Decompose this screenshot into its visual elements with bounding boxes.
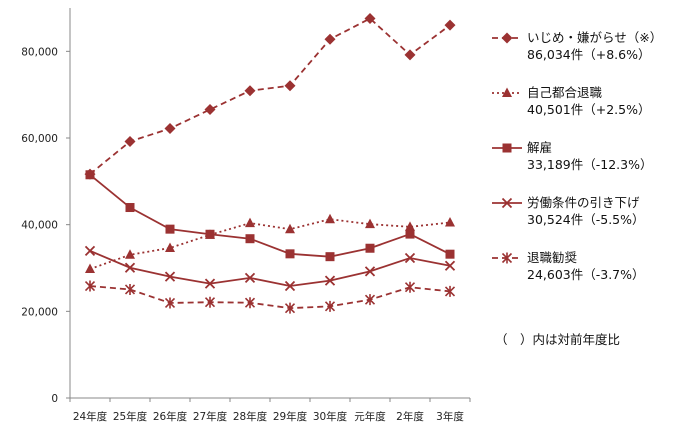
series-5 [84, 280, 456, 314]
data-point [245, 234, 255, 244]
legend-swatch-marker [501, 32, 513, 44]
legend-item: 解雇 33,189件（-12.3%） [492, 140, 652, 172]
data-point [165, 242, 175, 252]
legend-item: 退職勧奨 24,603件（-3.7%） [492, 250, 645, 282]
x-tick-label: 28年度 [233, 410, 268, 423]
data-point [205, 229, 215, 239]
legend-item: 労働条件の引き下げ 30,524件（-5.5%） [492, 195, 645, 227]
data-point [164, 123, 176, 135]
series-3 [85, 170, 455, 262]
data-point [204, 278, 216, 289]
data-point [365, 243, 375, 253]
legend: いじめ・嫌がらせ（※） 86,034件（+8.6%） 自己都合退職 40,501件（+… [492, 30, 662, 282]
legend-value: 30,524件（-5.5%） [527, 212, 645, 227]
data-point [404, 49, 416, 61]
data-point [325, 213, 335, 224]
data-point [204, 296, 216, 308]
data-point [245, 217, 255, 228]
data-point [244, 85, 256, 97]
data-point [364, 13, 376, 25]
legend-swatch-marker [502, 143, 512, 153]
data-point [284, 302, 296, 314]
x-tick-label: 3年度 [436, 410, 464, 423]
data-point [125, 249, 135, 259]
x-tick-label: 24年度 [73, 410, 108, 423]
data-point [444, 19, 456, 31]
series-4 [84, 245, 456, 292]
note-text: （ ）内は対前年度比 [495, 332, 620, 347]
legend-item: 自己都合退職 40,501件（+2.5%） [492, 85, 650, 117]
series-line [89, 17, 451, 175]
data-point [404, 252, 416, 264]
data-point [84, 280, 96, 292]
legend-label: いじめ・嫌がらせ（※） [527, 30, 662, 45]
data-point [124, 262, 136, 273]
series-layer [84, 13, 456, 314]
data-point [364, 294, 376, 306]
data-point [164, 297, 176, 309]
data-point [445, 249, 455, 259]
series-1 [84, 13, 456, 180]
y-tick-label: 0 [51, 393, 58, 405]
data-point [404, 281, 416, 293]
data-point [284, 80, 296, 92]
data-point [164, 271, 176, 282]
y-tick-label: 20,000 [21, 306, 58, 318]
y-tick-label: 80,000 [21, 46, 58, 58]
data-point [444, 285, 456, 297]
axes: 0 20,000 40,000 60,000 80,000 24年度 25年度 26年度 27年… [21, 8, 471, 423]
data-point [85, 170, 95, 180]
legend-value: 33,189件（-12.3%） [527, 157, 652, 172]
legend-swatch-marker [501, 252, 513, 264]
data-point [204, 104, 216, 116]
data-point [365, 218, 375, 229]
legend-value: 40,501件（+2.5%） [527, 102, 650, 117]
data-point [125, 203, 135, 213]
legend-swatch-marker [501, 197, 513, 209]
x-tick-label: 2年度 [396, 410, 424, 423]
data-point [84, 245, 96, 256]
data-point [124, 135, 136, 147]
data-point [85, 263, 95, 274]
data-point [244, 272, 256, 284]
data-point [324, 300, 336, 312]
series-line [89, 285, 451, 310]
data-point [325, 252, 335, 262]
data-point [324, 275, 336, 286]
x-tick-label: 26年度 [153, 410, 188, 423]
y-tick-label: 40,000 [21, 220, 58, 232]
data-point [285, 249, 295, 259]
data-point [405, 221, 415, 231]
series-line [89, 250, 451, 287]
data-point [444, 260, 456, 271]
x-tick-label: 元年度 [354, 410, 386, 423]
legend-value: 86,034件（+8.6%） [527, 47, 650, 62]
series-line [89, 174, 451, 258]
legend-label: 退職勧奨 [527, 250, 578, 265]
series-2 [85, 213, 455, 274]
legend-value: 24,603件（-3.7%） [527, 267, 645, 282]
data-point [405, 229, 415, 239]
y-tick-label: 60,000 [21, 133, 58, 145]
legend-item: いじめ・嫌がらせ（※） 86,034件（+8.6%） [492, 30, 662, 62]
x-tick-label: 25年度 [113, 410, 148, 423]
x-tick-label: 27年度 [193, 410, 228, 423]
legend-label: 解雇 [527, 140, 552, 155]
data-point [445, 216, 455, 227]
data-point [285, 223, 295, 234]
x-tick-label: 29年度 [273, 410, 308, 423]
series-line [89, 218, 451, 270]
x-tick-label: 30年度 [313, 410, 348, 423]
data-point [124, 283, 136, 295]
data-point [364, 266, 376, 277]
legend-label: 自己都合退職 [527, 85, 603, 100]
data-point [324, 33, 336, 45]
data-point [244, 297, 256, 309]
legend-swatch-marker [502, 87, 512, 97]
legend-label: 労働条件の引き下げ [527, 195, 640, 210]
data-point [284, 280, 296, 292]
data-point [165, 224, 175, 234]
